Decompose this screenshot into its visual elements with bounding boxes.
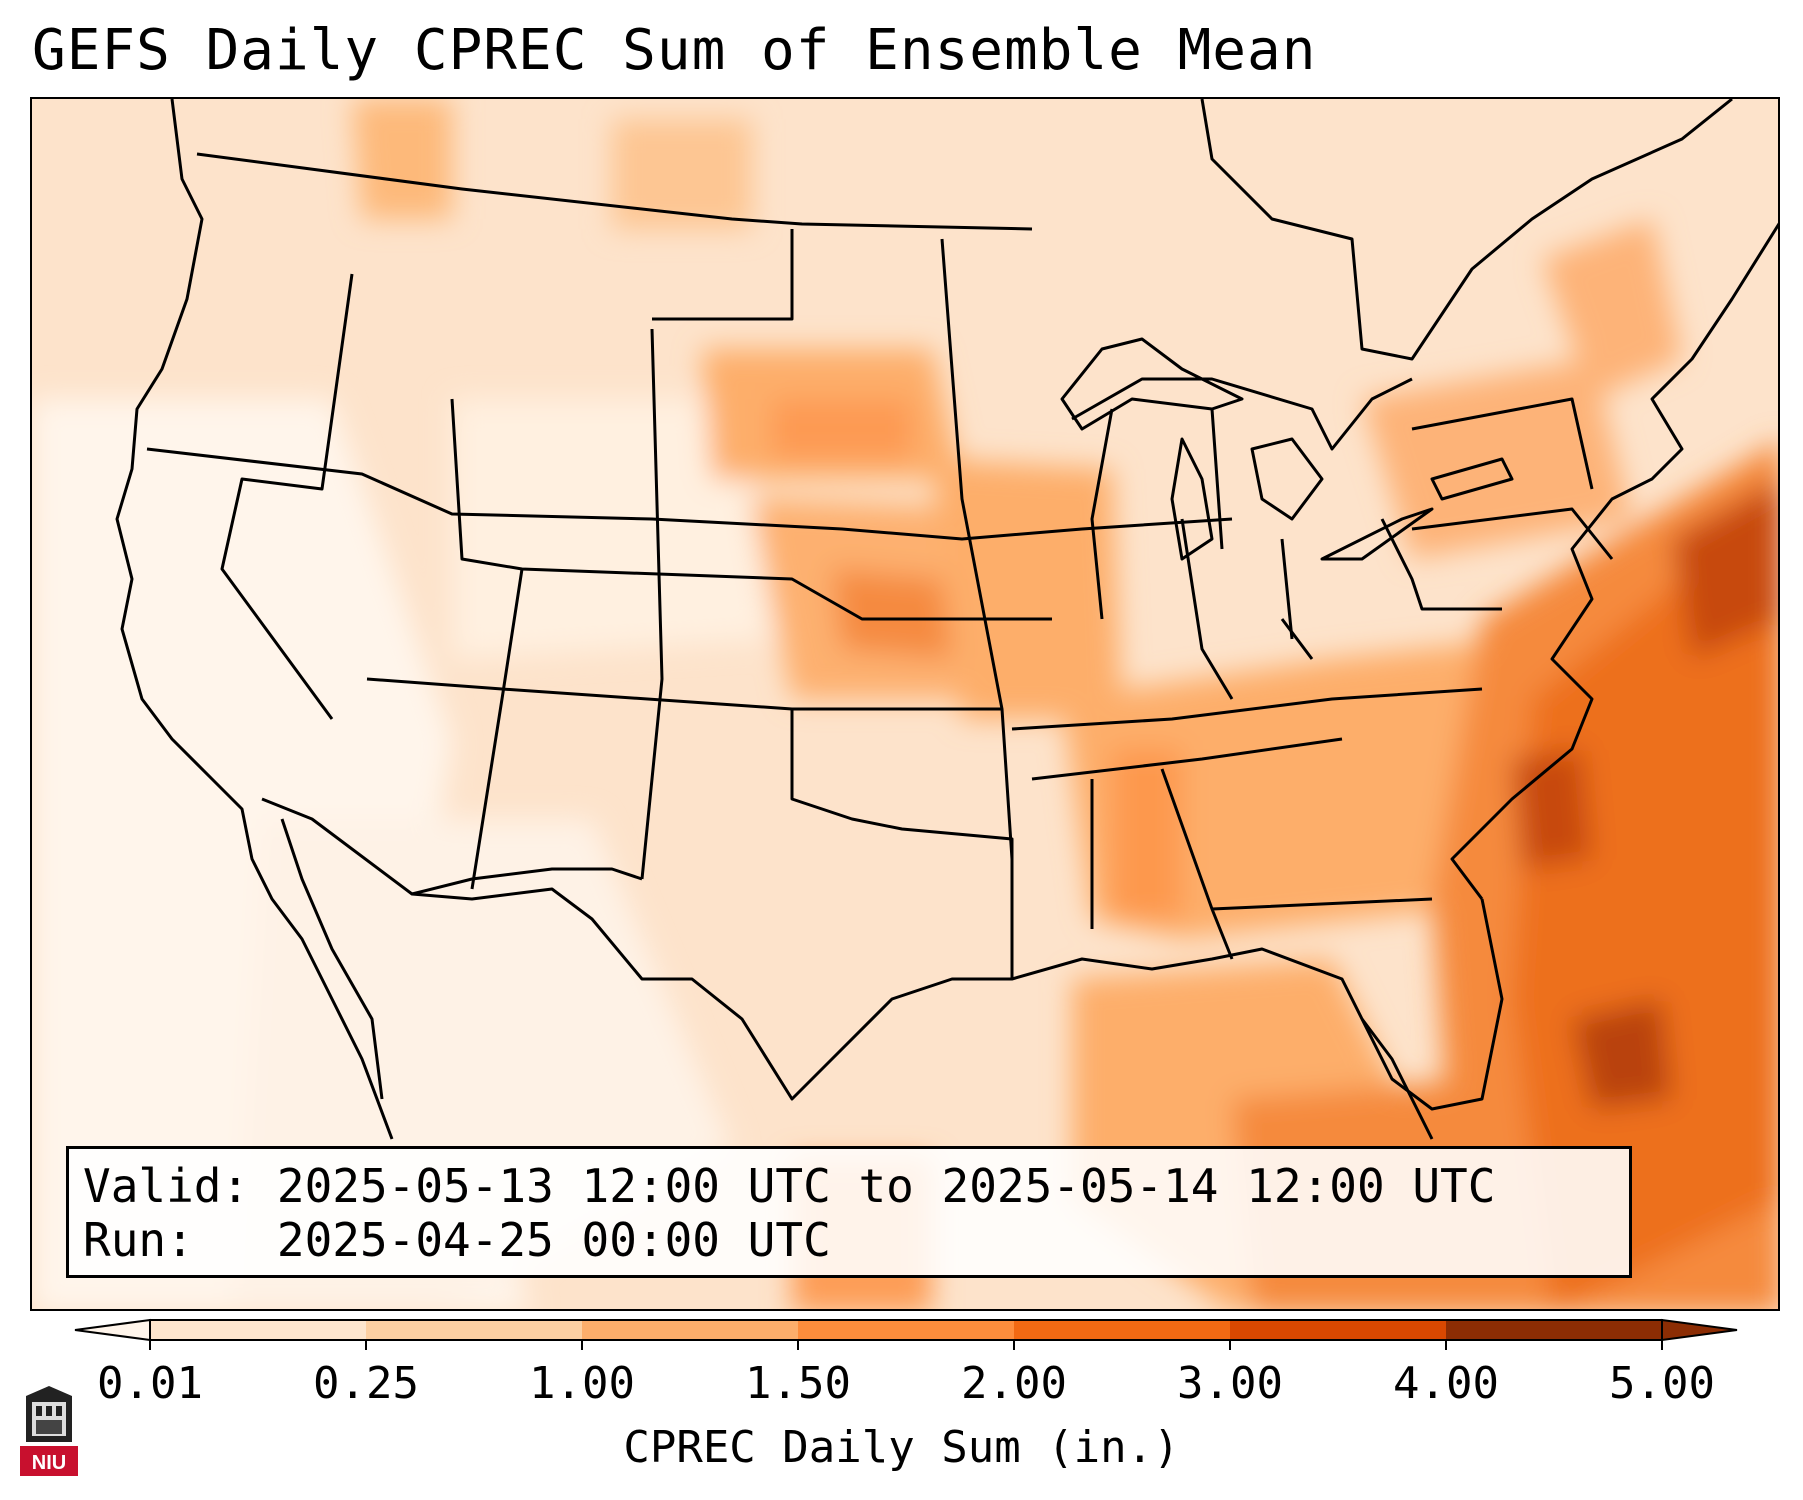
colorbar-extend-high — [1661, 1318, 1738, 1342]
colorbar-tick-label: 0.25 — [313, 1358, 419, 1409]
colorbar-tick-label: 3.00 — [1177, 1358, 1283, 1409]
colorbar-tick-label: 0.01 — [97, 1358, 203, 1409]
colorbar-tick-label: 5.00 — [1609, 1358, 1715, 1409]
colorbar-segments — [74, 1318, 1738, 1342]
pacific-coast — [115, 99, 394, 1140]
colorbar-tick-label: 1.50 — [745, 1358, 851, 1409]
lake-huron — [1250, 437, 1324, 521]
colorbar-segment — [1014, 1320, 1231, 1340]
precip-map — [32, 99, 1778, 1309]
atlantic-coast — [1450, 222, 1778, 900]
map-panel — [30, 97, 1780, 1311]
colorbar-tick-label: 4.00 — [1393, 1358, 1499, 1409]
map-title: GEFS Daily CPREC Sum of Ensemble Mean — [32, 18, 1317, 83]
lake-erie — [1320, 507, 1434, 561]
logo-text: NIU — [32, 1452, 66, 1474]
canada-border — [196, 152, 1033, 231]
niu-logo-icon: NIU — [20, 1384, 78, 1476]
boundaries — [115, 99, 1778, 1140]
mexico-border — [261, 797, 643, 896]
colorbar-segment — [150, 1320, 367, 1340]
colorbar-extend-low — [74, 1318, 151, 1342]
valid-run-info-box: Valid: 2025-05-13 12:00 UTC to 2025-05-1… — [66, 1146, 1632, 1278]
colorbar-segment — [1446, 1320, 1663, 1340]
colorbar-label: CPREC Daily Sum (in.) — [623, 1422, 1180, 1473]
colorbar-ticks — [149, 1340, 1663, 1350]
colorbar-segment — [798, 1320, 1015, 1340]
run-label: Run: — [83, 1213, 194, 1267]
valid-value: 2025-05-13 12:00 UTC to 2025-05-14 12:00… — [276, 1159, 1496, 1213]
colorbar — [74, 1318, 1738, 1350]
colorbar-segment — [1230, 1320, 1447, 1340]
valid-label: Valid: — [83, 1159, 250, 1213]
colorbar-tick-label: 1.00 — [529, 1358, 635, 1409]
colorbar-segment — [366, 1320, 583, 1340]
colorbar-segment — [582, 1320, 799, 1340]
colorbar-tick-label: 2.00 — [961, 1358, 1067, 1409]
lake-michigan — [1170, 437, 1214, 561]
colorbar-outline — [149, 1319, 1663, 1341]
lake-superior — [1060, 337, 1244, 431]
run-value: 2025-04-25 00:00 UTC — [276, 1213, 831, 1267]
lake-ontario — [1430, 457, 1514, 501]
